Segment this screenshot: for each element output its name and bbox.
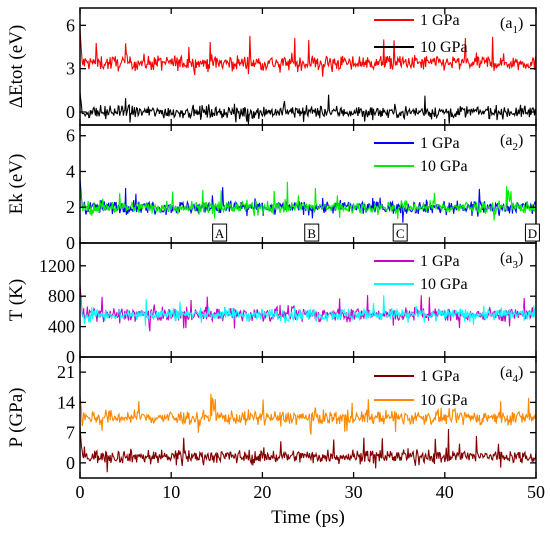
panel-a3: 0 400 800 1200 T (K) 1 GPa 10 GPa (a3) bbox=[6, 242, 537, 367]
marker-label: B bbox=[307, 226, 316, 241]
y-axis-label: T (K) bbox=[6, 279, 27, 321]
plot-frame bbox=[79, 356, 537, 479]
marker-b: B bbox=[304, 223, 320, 242]
x-tick-label: 0 bbox=[76, 482, 85, 502]
series-line-a1-2 bbox=[80, 92, 536, 125]
series-line-a2-2 bbox=[80, 181, 536, 221]
legend-label: 1 GPa bbox=[420, 12, 460, 29]
marker-c: C bbox=[392, 223, 408, 242]
y-tick-label: 4 bbox=[66, 161, 75, 181]
marker-label: C bbox=[396, 226, 405, 241]
marker-a: A bbox=[212, 223, 228, 242]
marker-label: D bbox=[528, 226, 537, 241]
x-axis-label: Time (ps) bbox=[271, 507, 345, 528]
legend-label: 1 GPa bbox=[420, 135, 460, 152]
series-line-a2-1 bbox=[80, 178, 536, 223]
panel-tag: (a4) bbox=[500, 364, 523, 385]
legend-label: 10 GPa bbox=[420, 158, 468, 175]
x-tick-label: 50 bbox=[527, 482, 545, 502]
panel-tag: (a1) bbox=[500, 15, 523, 36]
y-tick-label: 0 bbox=[66, 233, 75, 253]
y-tick-label: 6 bbox=[66, 15, 75, 35]
y-tick-label: 400 bbox=[48, 317, 75, 337]
marker-label: A bbox=[215, 226, 225, 241]
marker-d: D bbox=[524, 223, 540, 242]
legend-label: 10 GPa bbox=[420, 39, 468, 56]
series-line-a4-1 bbox=[80, 427, 536, 473]
x-tick-label: 30 bbox=[345, 482, 363, 502]
y-tick-label: 14 bbox=[57, 392, 75, 412]
series-line-a3-2 bbox=[80, 294, 536, 327]
legend-label: 1 GPa bbox=[420, 368, 460, 385]
panel-tag: (a2) bbox=[500, 132, 523, 153]
x-tick-label: 10 bbox=[162, 482, 180, 502]
series-line-a1-1 bbox=[80, 29, 536, 77]
y-tick-label: 2 bbox=[66, 197, 75, 217]
y-tick-label: 0 bbox=[66, 453, 75, 473]
legend-label: 10 GPa bbox=[420, 392, 468, 409]
plot-frame bbox=[79, 242, 537, 358]
series-line-a3-1 bbox=[80, 284, 536, 332]
y-tick-label: 3 bbox=[66, 59, 75, 79]
y-tick-label: 7 bbox=[66, 423, 75, 443]
series-line-a4-2 bbox=[80, 393, 536, 435]
legend-label: 1 GPa bbox=[420, 253, 460, 270]
x-tick-label: 40 bbox=[436, 482, 454, 502]
panel-a4: 0 7 14 21 P (GPa) 1 GPa 10 GPa (a4) bbox=[6, 356, 537, 479]
y-axis-label: Ek (eV) bbox=[6, 154, 27, 215]
y-tick-label: 6 bbox=[66, 126, 75, 146]
panel-tag: (a3) bbox=[500, 250, 523, 271]
legend-label: 10 GPa bbox=[420, 276, 468, 293]
y-axis-label: P (GPa) bbox=[6, 388, 27, 448]
panel-a2: 0 2 4 6 Ek (eV) 1 GPa 10 GPa (a2) A B C D bbox=[6, 124, 540, 253]
x-tick-label: 20 bbox=[253, 482, 271, 502]
y-tick-label: 1200 bbox=[39, 256, 75, 276]
y-tick-label: 0 bbox=[66, 347, 75, 367]
y-tick-label: 21 bbox=[57, 362, 75, 382]
y-tick-label: 800 bbox=[48, 286, 75, 306]
y-axis-label: ΔEtot (eV) bbox=[6, 25, 27, 108]
panel-a1: 0 3 6 ΔEtot (eV) 1 GPa 10 GPa (a1) bbox=[6, 7, 537, 126]
y-tick-label: 0 bbox=[66, 102, 75, 122]
